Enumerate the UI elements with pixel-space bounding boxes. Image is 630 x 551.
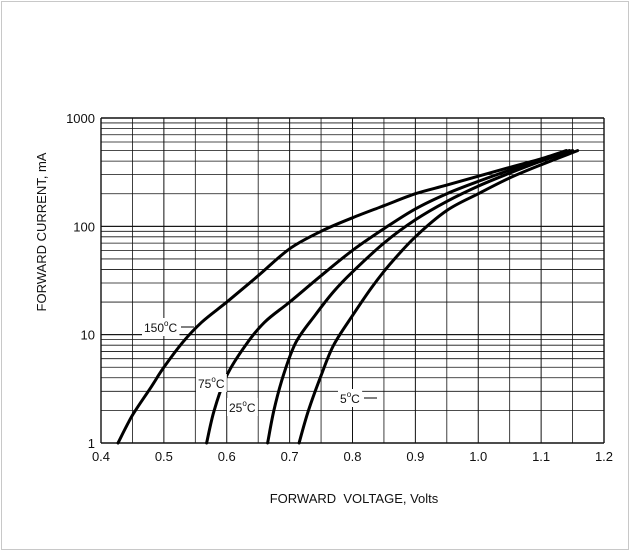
x-axis-label: FORWARD VOLTAGE, Volts — [270, 491, 439, 506]
curve-label-text: 150oC — [144, 319, 177, 335]
curve-150c — [116, 149, 568, 445]
x-tick-label: 0.8 — [343, 449, 361, 464]
x-tick-label: 0.5 — [155, 449, 173, 464]
curve-label-unit: C — [351, 392, 360, 406]
x-tick-label: 0.4 — [92, 449, 110, 464]
curve-label-bg — [196, 374, 227, 392]
curve-label-bg — [338, 389, 363, 407]
x-tick-label: 1.0 — [469, 449, 487, 464]
degree-mark: o — [347, 390, 352, 399]
curve-label-text: 25oC — [229, 399, 256, 415]
curve-label-text: 75oC — [198, 375, 225, 391]
curve-label-2: 25oC — [227, 398, 258, 416]
x-tick-label: 0.9 — [406, 449, 424, 464]
y-tick-label: 100 — [73, 219, 95, 234]
curve-75c — [205, 149, 571, 445]
x-tick-label: 0.7 — [281, 449, 299, 464]
y-tick-label: 1 — [88, 436, 95, 451]
curve-label-bg — [227, 398, 258, 416]
curve-5c — [297, 149, 580, 445]
y-tick-label: 1000 — [66, 111, 95, 126]
curve-label-1: 75oC — [196, 374, 227, 392]
y-axis-label: FORWARD CURRENT, mA — [34, 152, 49, 311]
curve-label-value: 5 — [340, 392, 347, 406]
x-tick-label: 1.2 — [595, 449, 613, 464]
curve-label-unit: C — [247, 401, 256, 415]
curve-label-value: 25 — [229, 401, 243, 415]
degree-mark: o — [211, 375, 216, 384]
curve-label-0: 150oC — [142, 318, 194, 336]
curve-label-unit: C — [216, 377, 225, 391]
curve-label-unit: C — [168, 321, 177, 335]
curve-label-text: 5oC — [340, 390, 360, 406]
curve-label-value: 75 — [198, 377, 212, 391]
curve-label-3: 5oC — [338, 389, 377, 407]
curve-label-value: 150 — [144, 321, 164, 335]
curve-25c — [266, 149, 575, 445]
y-tick-label: 10 — [81, 328, 95, 343]
x-tick-label: 0.6 — [218, 449, 236, 464]
degree-mark: o — [242, 399, 247, 408]
curve-label-bg — [142, 318, 180, 336]
tick-labels: 0.4 0.5 0.6 0.7 0.8 0.9 1.0 1.1 1.2 1 10 100 1000 — [66, 111, 613, 464]
curves — [116, 149, 580, 445]
degree-mark: o — [164, 319, 169, 328]
x-tick-label: 1.1 — [532, 449, 550, 464]
grid — [100, 117, 605, 444]
